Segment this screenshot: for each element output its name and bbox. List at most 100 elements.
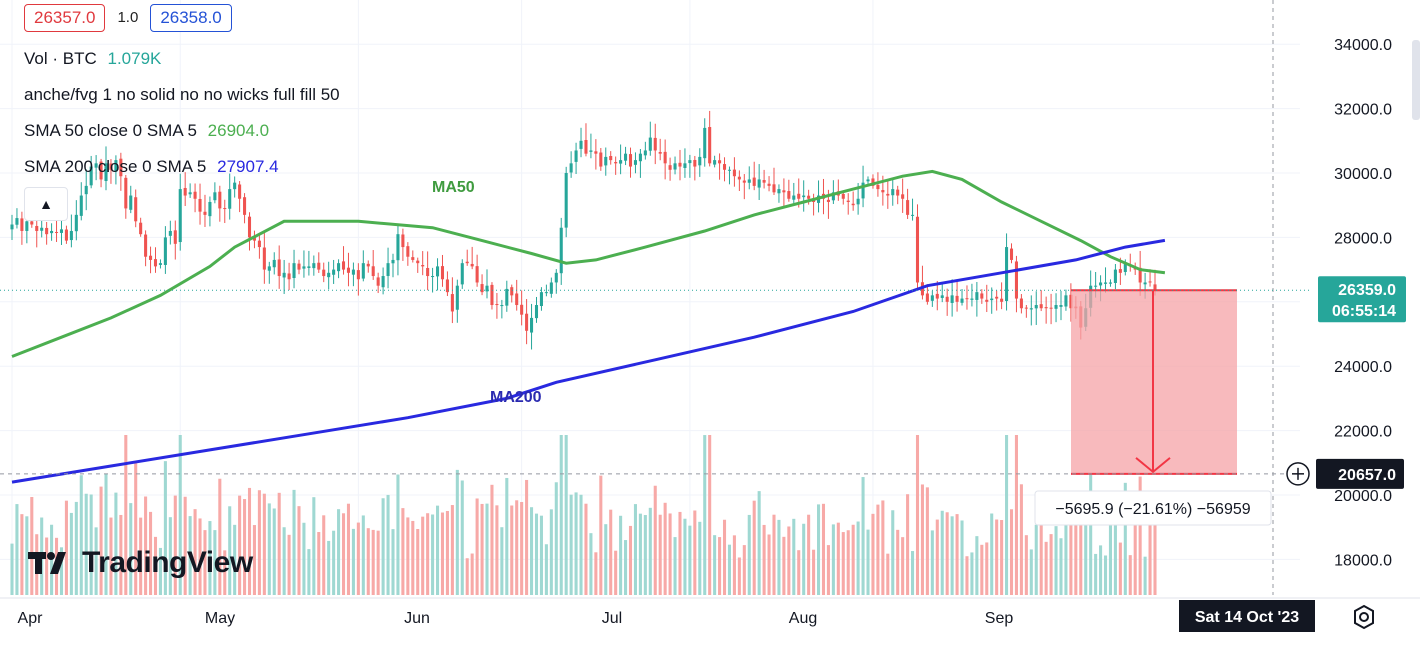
volume-bar — [124, 435, 128, 595]
volume-bar — [45, 537, 49, 595]
legend-fvg[interactable]: anche/fvg 1 no solid no no wicks full fi… — [24, 84, 340, 106]
price-axis[interactable]: 18000.020000.022000.024000.026000.028000… — [1286, 0, 1420, 600]
candle-body — [416, 260, 420, 264]
volume-bar — [1074, 510, 1078, 595]
candle-body — [787, 191, 791, 199]
candle-body — [54, 231, 59, 233]
legend-sma200[interactable]: SMA 200 close 0 SMA 5 27907.4 — [24, 156, 279, 178]
volume-bar — [896, 529, 900, 595]
candle-body — [955, 295, 959, 302]
time-tick-label: Apr — [18, 610, 44, 627]
candle-body — [455, 285, 459, 310]
candle-body — [262, 247, 266, 270]
volume-bar — [757, 491, 761, 595]
volume-bar — [445, 510, 449, 595]
volume-bar — [534, 513, 539, 595]
candle-body — [945, 296, 949, 302]
candle-body — [74, 214, 78, 232]
sma200-line — [11, 238, 1166, 484]
candle-body — [985, 299, 989, 302]
volume-bar — [470, 553, 474, 595]
candle-body — [1069, 294, 1073, 309]
candle-body — [1108, 282, 1113, 284]
volume-bar — [144, 496, 148, 595]
volume-bar — [416, 529, 420, 595]
volume-bar — [277, 492, 281, 595]
candle-body — [960, 298, 964, 303]
legend-sma200-value: 27907.4 — [217, 157, 279, 176]
scrollbar[interactable] — [1412, 40, 1420, 120]
volume-bar — [1094, 553, 1098, 595]
volume-bar — [663, 502, 667, 595]
volume-bar — [233, 524, 237, 595]
volume-bar — [381, 498, 385, 595]
candle-body — [861, 182, 865, 199]
candle-body — [1019, 298, 1023, 309]
volume-bar — [599, 475, 603, 595]
volume-bar — [920, 484, 924, 595]
candle-body — [683, 163, 687, 168]
candle-body — [252, 237, 256, 241]
target-price-value: 20657.0 — [1338, 467, 1396, 484]
candle-body — [767, 183, 771, 186]
volume-bar — [628, 525, 633, 595]
candle-body — [831, 192, 835, 201]
candle-body — [292, 263, 296, 278]
buy-price-button[interactable]: 26358.0 — [150, 4, 232, 32]
candle-body — [124, 177, 128, 209]
candle-body — [50, 230, 54, 234]
price-tick-label: 20000.0 — [1334, 488, 1392, 505]
candle-body — [589, 150, 593, 152]
time-axis[interactable]: Apr May Jun Jul Aug Sep Sat 14 Oct '23 — [0, 597, 1420, 632]
volume-bar — [99, 486, 103, 595]
legend-volume[interactable]: Vol · BTC 1.079K — [24, 48, 161, 70]
candle-body — [975, 292, 979, 300]
volume-bar — [841, 532, 845, 595]
volume-bar — [1054, 526, 1058, 595]
candle-body — [332, 269, 336, 275]
volume-bar — [851, 524, 855, 595]
candle-body — [564, 173, 568, 228]
candle-body — [69, 230, 73, 241]
candle-body — [520, 304, 524, 315]
candle-body — [119, 158, 123, 177]
price-tick-label: 32000.0 — [1334, 102, 1392, 119]
volume-bar — [1153, 517, 1157, 595]
volume-bar — [1128, 555, 1132, 595]
candle-body — [925, 293, 929, 302]
volume-bar — [609, 509, 613, 595]
candle-body — [762, 180, 766, 183]
candle-body — [673, 163, 677, 170]
measure-tool[interactable]: −5695.9 (−21.61%) −56959 — [0, 289, 1310, 526]
candle-body — [312, 263, 316, 269]
candle-body — [777, 189, 781, 194]
volume-bar — [1123, 482, 1127, 595]
volume-bar — [995, 519, 999, 595]
legend-sma50[interactable]: SMA 50 close 0 SMA 5 26904.0 — [24, 120, 269, 142]
volume-bar — [356, 522, 360, 595]
volume-bar — [480, 503, 484, 595]
candle-body — [173, 230, 177, 244]
candle-body — [40, 227, 44, 231]
candle-body — [970, 298, 974, 300]
volume-bar — [94, 527, 98, 595]
candle-body — [534, 305, 539, 319]
volume-bar — [772, 514, 776, 595]
candle-body — [168, 230, 172, 236]
sell-price-button[interactable]: 26357.0 — [24, 4, 106, 32]
volume-bar — [312, 497, 316, 595]
candle-body — [1143, 282, 1147, 285]
volume-bar — [970, 552, 974, 595]
candle-body — [183, 187, 187, 196]
settings-icon[interactable] — [1350, 603, 1378, 631]
volume-bar — [1148, 506, 1152, 595]
candle-body — [1118, 269, 1122, 273]
candle-body — [139, 222, 143, 235]
candle-body — [782, 190, 786, 193]
volume-bar — [228, 506, 232, 595]
collapse-legend-button[interactable]: ▲ — [24, 187, 68, 221]
volume-bar — [455, 469, 459, 595]
volume-bar — [109, 517, 113, 595]
candle-body — [619, 160, 623, 164]
